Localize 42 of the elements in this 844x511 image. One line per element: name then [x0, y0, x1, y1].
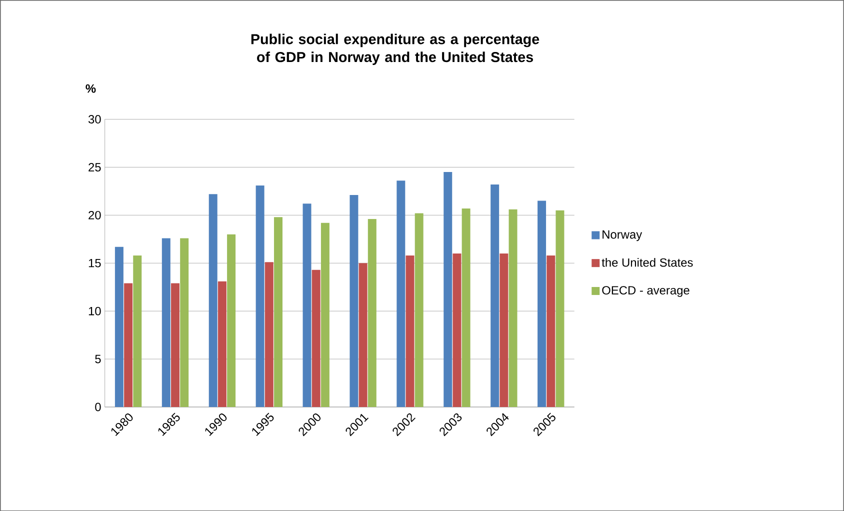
y-tick-label: 20 [88, 210, 101, 220]
bar [227, 234, 236, 407]
bar [171, 283, 180, 407]
bar [358, 262, 368, 407]
bar [114, 246, 124, 407]
bar [180, 238, 189, 407]
bar [302, 204, 312, 407]
bar [208, 194, 218, 407]
bar [133, 255, 142, 407]
bar [368, 218, 376, 407]
legend-label: the United States [602, 258, 693, 267]
y-tick-label: 10 [88, 306, 101, 316]
bar [312, 270, 320, 407]
bar [546, 255, 556, 407]
bar [500, 253, 508, 407]
bar [218, 281, 226, 407]
y-tick-label: 5 [95, 354, 101, 364]
y-tick-label: 25 [88, 162, 101, 172]
chart-title: Public social expenditure as a percentage of GDP in Norway and the United States [251, 34, 540, 65]
y-axis-title: % [86, 84, 96, 93]
y-tick-label: 30 [88, 114, 101, 124]
bar [406, 255, 414, 407]
bar [256, 185, 264, 407]
bar [350, 194, 358, 407]
y-tick-label: 15 [88, 258, 101, 268]
bar [124, 283, 133, 407]
bar [452, 253, 462, 407]
bar [414, 213, 424, 407]
bar [162, 238, 170, 407]
bar [444, 172, 452, 407]
bar [320, 222, 330, 407]
y-tick-label: 0 [95, 402, 101, 412]
bar [462, 208, 470, 407]
bar [274, 216, 282, 407]
bar [490, 184, 500, 407]
legend-label: Norway [602, 230, 642, 241]
legend-label: OECD - average [602, 286, 690, 297]
bar [508, 209, 518, 407]
bar [538, 200, 546, 407]
bar [264, 262, 274, 407]
bar [556, 210, 564, 407]
bar [396, 180, 406, 407]
